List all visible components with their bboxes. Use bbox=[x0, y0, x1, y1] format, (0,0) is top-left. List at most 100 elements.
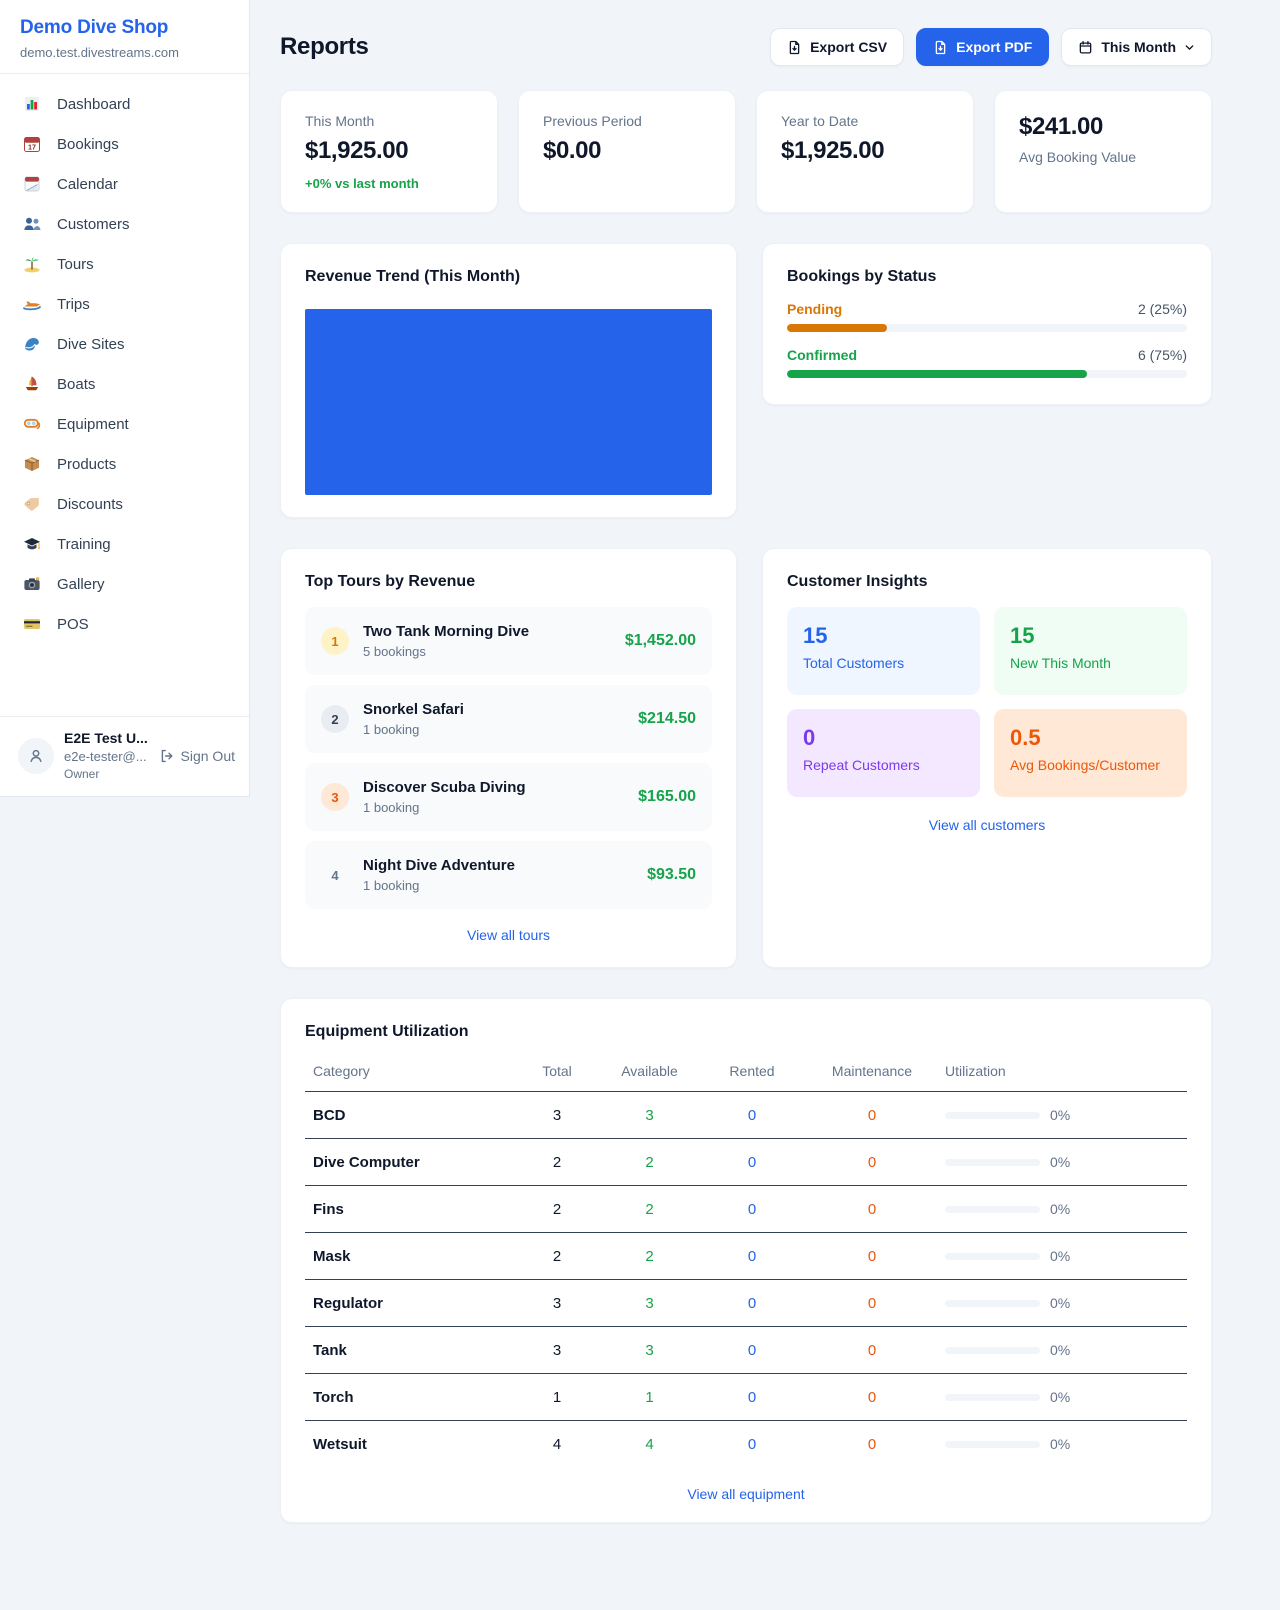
sidebar-item-label: Products bbox=[57, 455, 117, 473]
tour-bookings: 1 booking bbox=[363, 800, 420, 815]
export-pdf-button[interactable]: Export PDF bbox=[916, 28, 1050, 66]
stat-value: $0.00 bbox=[543, 137, 602, 164]
stat-card-year-to-date: Year to Date $1,925.00 bbox=[756, 90, 974, 213]
view-all-equipment-link[interactable]: View all equipment bbox=[687, 1485, 805, 1502]
training-icon bbox=[22, 534, 42, 554]
sidebar-item-products[interactable]: Products bbox=[0, 444, 249, 484]
sidebar-item-label: Boats bbox=[57, 375, 96, 393]
export-csv-button[interactable]: Export CSV bbox=[770, 28, 905, 66]
equipment-maintenance: 0 bbox=[807, 1138, 937, 1186]
sign-out-button[interactable]: Sign Out bbox=[159, 748, 235, 764]
view-all-tours-link[interactable]: View all tours bbox=[466, 927, 550, 943]
sidebar-item-calendar[interactable]: Calendar bbox=[0, 164, 249, 204]
header-actions: Export CSV Export PDF This Month bbox=[770, 28, 1212, 66]
main-content: Reports Export CSV Export PDF This Month… bbox=[250, 0, 1280, 1563]
sidebar-item-equipment[interactable]: Equipment bbox=[0, 404, 249, 444]
status-label: Confirmed bbox=[787, 347, 857, 363]
tour-item-discover-scuba-diving: 3 Discover Scuba Diving 1 booking $165.00 bbox=[305, 763, 712, 831]
insight-tile-avg-bookings-customer: 0.5 Avg Bookings/Customer bbox=[994, 709, 1187, 797]
sidebar-nav: Dashboard 17 Bookings Calendar Customers Tour… bbox=[0, 74, 249, 716]
stat-label: Year to Date bbox=[781, 113, 859, 129]
logout-icon bbox=[159, 748, 175, 764]
sidebar-item-boats[interactable]: Boats bbox=[0, 364, 249, 404]
insight-label: Avg Bookings/Customer bbox=[1010, 757, 1160, 773]
insight-tile-total-customers: 15 Total Customers bbox=[787, 607, 980, 695]
equipment-category: BCD bbox=[305, 1091, 512, 1139]
rank-badge: 2 bbox=[321, 705, 349, 733]
page-title: Reports bbox=[280, 33, 369, 60]
equipment-available: 3 bbox=[602, 1326, 697, 1374]
equipment-available: 3 bbox=[602, 1279, 697, 1327]
status-row-confirmed: Confirmed 6 (75%) bbox=[787, 347, 1187, 378]
equipment-category: Wetsuit bbox=[313, 1435, 367, 1453]
tour-revenue: $214.50 bbox=[638, 710, 696, 727]
equipment-rented: 0 bbox=[697, 1326, 807, 1374]
equipment-rented: 0 bbox=[697, 1232, 807, 1280]
insight-value: 0.5 bbox=[1010, 725, 1041, 750]
utilization-percent: 0% bbox=[1050, 1342, 1071, 1358]
utilization-bar bbox=[945, 1299, 1040, 1307]
sidebar-item-label: Dashboard bbox=[57, 95, 131, 113]
equipment-total: 2 bbox=[512, 1185, 602, 1233]
equipment-row-mask: Mask 2 2 0 0 0% bbox=[305, 1232, 1187, 1280]
rank-badge: 3 bbox=[321, 783, 349, 811]
equipment-total: 3 bbox=[512, 1326, 602, 1374]
equipment-total: 4 bbox=[552, 1435, 562, 1453]
equipment-maintenance: 0 bbox=[807, 1091, 937, 1139]
equipment-category: Torch bbox=[305, 1373, 512, 1421]
shop-name: Demo Dive Shop bbox=[20, 17, 169, 38]
tour-revenue: $1,452.00 bbox=[624, 632, 696, 649]
equipment-row-torch: Torch 1 1 0 0 0% bbox=[305, 1373, 1187, 1421]
sidebar-item-customers[interactable]: Customers bbox=[0, 204, 249, 244]
utilization-percent: 0% bbox=[1050, 1436, 1071, 1453]
equipment-category: Dive Computer bbox=[305, 1138, 512, 1186]
equipment-maintenance: 0 bbox=[807, 1373, 937, 1421]
sidebar-item-bookings[interactable]: 17 Bookings bbox=[0, 124, 249, 164]
sidebar-item-dashboard[interactable]: Dashboard bbox=[0, 84, 249, 124]
sidebar-item-gallery[interactable]: Gallery bbox=[0, 564, 249, 604]
revenue-trend-title: Revenue Trend (This Month) bbox=[305, 268, 521, 285]
sidebar: Demo Dive Shop demo.test.divestreams.com… bbox=[0, 0, 250, 797]
utilization-bar bbox=[945, 1440, 1040, 1448]
products-icon bbox=[22, 454, 42, 474]
utilization-bar bbox=[945, 1158, 1040, 1166]
sidebar-item-pos[interactable]: POS bbox=[0, 604, 249, 644]
equipment-category: Regulator bbox=[305, 1279, 512, 1327]
sidebar-item-dive-sites[interactable]: Dive Sites bbox=[0, 324, 249, 364]
status-progress-fill bbox=[787, 324, 887, 332]
revenue-trend-chart bbox=[305, 309, 712, 495]
tour-name: Discover Scuba Diving bbox=[363, 779, 526, 796]
sidebar-item-label: Discounts bbox=[57, 495, 123, 513]
user-email: e2e-tester@... bbox=[64, 749, 147, 765]
bookings-by-status-card: Bookings by Status Pending 2 (25%) Confirm… bbox=[762, 243, 1212, 405]
status-list: Pending 2 (25%) Confirmed 6 (75%) bbox=[787, 301, 1187, 378]
equipment-maintenance: 0 bbox=[807, 1279, 937, 1327]
insight-tile-new-this-month: 15 New This Month bbox=[994, 607, 1187, 695]
utilization-percent: 0% bbox=[1050, 1295, 1071, 1311]
sidebar-item-discounts[interactable]: Discounts bbox=[0, 484, 249, 524]
user-icon bbox=[26, 746, 46, 766]
stat-label: This Month bbox=[305, 113, 375, 129]
tour-bookings: 5 bookings bbox=[363, 644, 426, 659]
equipment-row-fins: Fins 2 2 0 0 0% bbox=[305, 1185, 1187, 1233]
column-header-category: Category bbox=[305, 1053, 512, 1092]
equipment-maintenance: 0 bbox=[807, 1326, 937, 1374]
export-pdf-label: Export PDF bbox=[956, 39, 1033, 55]
sidebar-item-training[interactable]: Training bbox=[0, 524, 249, 564]
equipment-row-bcd: BCD 3 3 0 0 0% bbox=[305, 1091, 1187, 1139]
view-all-customers-link[interactable]: View all customers bbox=[928, 817, 1046, 833]
tour-bookings: 1 booking bbox=[363, 722, 420, 737]
sidebar-item-label: Tours bbox=[57, 255, 94, 273]
status-count: 2 (25%) bbox=[1137, 301, 1187, 317]
sidebar-item-label: Gallery bbox=[57, 575, 105, 593]
sidebar-item-tours[interactable]: Tours bbox=[0, 244, 249, 284]
rank-badge: 4 bbox=[331, 867, 339, 883]
shop-domain: demo.test.divestreams.com bbox=[20, 45, 179, 60]
sidebar-item-trips[interactable]: Trips bbox=[0, 284, 249, 324]
sidebar-item-label: Trips bbox=[57, 295, 90, 313]
app-root: Demo Dive Shop demo.test.divestreams.com… bbox=[0, 0, 1280, 1563]
period-dropdown[interactable]: This Month bbox=[1061, 28, 1212, 66]
customers-icon bbox=[22, 214, 42, 234]
stat-delta: +0% vs last month bbox=[305, 176, 419, 191]
stat-value: $241.00 bbox=[1019, 113, 1103, 140]
